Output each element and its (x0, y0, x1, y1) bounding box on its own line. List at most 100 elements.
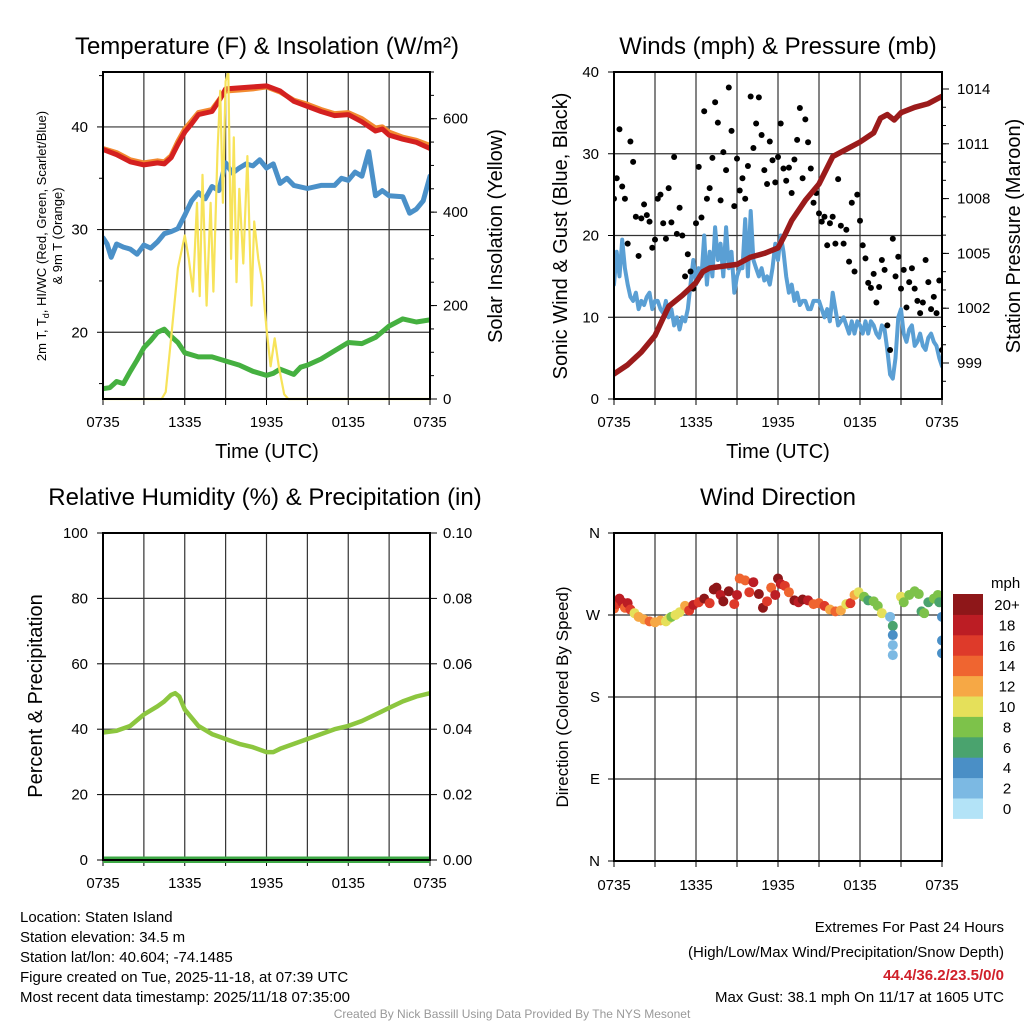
temperature-x-axis-label: Time (UTC) (215, 441, 319, 463)
gust-point (624, 240, 631, 247)
gust-point (660, 220, 667, 227)
gust-point (662, 235, 669, 242)
plot-frame (102, 532, 431, 861)
winds-chart-title: Winds (mph) & Pressure (mb) (619, 33, 936, 60)
legend-swatch (953, 736, 983, 758)
gust-point (900, 266, 907, 273)
gust-point (881, 266, 888, 273)
gust-point (676, 204, 683, 211)
y2-tick-label: 1008 (957, 191, 990, 208)
gust-point (903, 304, 910, 311)
gust-point (720, 149, 727, 156)
gust-point (824, 242, 831, 249)
y-tick-label: S (590, 689, 600, 706)
x-tick-label: 0735 (86, 414, 119, 431)
legend-swatch (953, 655, 983, 677)
x-tick-label: 0135 (843, 414, 876, 431)
wind-direction-point (723, 586, 734, 597)
gust-point (621, 195, 628, 202)
x-tick-label: 1335 (168, 875, 201, 892)
gust-point (657, 191, 664, 198)
gust-point (687, 268, 694, 275)
x-tick-label: 1935 (250, 875, 283, 892)
extremes-legend: (High/Low/Max Wind/Precipitation/Snow De… (688, 944, 1004, 961)
gust-point (908, 265, 915, 272)
y2-tick-label: 0.06 (443, 656, 472, 673)
gust-point (764, 180, 771, 187)
gust-point (714, 119, 721, 126)
y-tick-label: 0 (591, 391, 599, 408)
wind-direction-point (845, 598, 856, 609)
legend-label: 8 (1003, 719, 1011, 736)
x-tick-label: 0735 (413, 875, 446, 892)
gust-point (750, 145, 757, 152)
gust-point (772, 179, 779, 186)
x-tick-label: 1335 (679, 414, 712, 431)
gust-point (679, 232, 686, 239)
y-tick-label: 20 (71, 787, 88, 804)
wind-direction-point (937, 611, 942, 622)
y-tick-label: E (590, 771, 600, 788)
gust-point (701, 108, 708, 115)
gust-point (783, 177, 790, 184)
gust-point (785, 164, 792, 171)
x-tick-label: 1935 (761, 414, 794, 431)
gust-point (862, 255, 869, 262)
gust-point (829, 213, 836, 220)
gust-point (911, 285, 918, 292)
legend-label: 16 (999, 638, 1016, 655)
gust-point (668, 219, 675, 226)
wind-direction-point (732, 589, 742, 600)
gust-point (630, 158, 637, 165)
legend-label: 18 (999, 617, 1016, 634)
gust-point (846, 258, 853, 265)
gust-point (925, 279, 932, 286)
y-tick-label: 40 (582, 64, 599, 81)
wind-direction-point (887, 620, 898, 631)
x-tick-label: 0135 (332, 414, 365, 431)
chart-2: 0 20 40 60 80 100 0.00 0.02 0.04 0.06 0.08 0.10 0735… (63, 525, 472, 892)
gust-point (619, 183, 626, 190)
gust-point (641, 201, 648, 208)
gust-point (703, 195, 710, 202)
gust-point (840, 240, 847, 247)
gust-point (889, 235, 896, 242)
gust-point (867, 284, 874, 291)
gust-point (816, 210, 822, 217)
legend-swatch (953, 614, 983, 636)
winds-x-axis-label: Time (UTC) (726, 441, 830, 463)
legend-title: mph (991, 575, 1020, 592)
y-tick-label: N (589, 525, 600, 542)
legend-label: 6 (1003, 740, 1011, 757)
y2-tick-label: 0.10 (443, 525, 472, 542)
gust-point (736, 187, 743, 194)
gust-point (843, 226, 850, 233)
wind-direction-point (748, 577, 759, 588)
gust-point (848, 199, 855, 206)
gust-point (649, 244, 656, 251)
gust-point (769, 157, 776, 164)
solar-right-axis-label: Solar Insolation (Yellow) (485, 129, 507, 343)
gust-point (753, 120, 760, 127)
gust-point (835, 176, 842, 183)
wind-direction-point (913, 589, 924, 600)
wind-direction-point (876, 608, 887, 619)
speed-legend: mph 0 2 4 6 8 10 12 14 16 18 20+ (953, 575, 1020, 819)
wind-direction-point (762, 596, 773, 607)
x-tick-label: 1935 (250, 414, 283, 431)
y2-tick-label: 1002 (957, 300, 990, 317)
wind-direction-point (872, 600, 883, 611)
gust-point (632, 213, 639, 220)
wind-direction-point (740, 575, 751, 586)
gust-point (734, 155, 740, 162)
gust-point (698, 214, 705, 221)
y2-tick-label: 1011 (957, 136, 989, 153)
wind-direction-point (729, 599, 740, 610)
temperature-left-axis-label: 2m T, Td, HI/WC (Red, Green, Scarlet/Blu… (34, 111, 51, 361)
direction-left-axis-label: Direction (Colored By Speed) (553, 586, 572, 807)
y2-tick-label: 600 (443, 111, 468, 128)
gust-point (805, 139, 812, 146)
y-tick-label: 80 (71, 590, 88, 607)
